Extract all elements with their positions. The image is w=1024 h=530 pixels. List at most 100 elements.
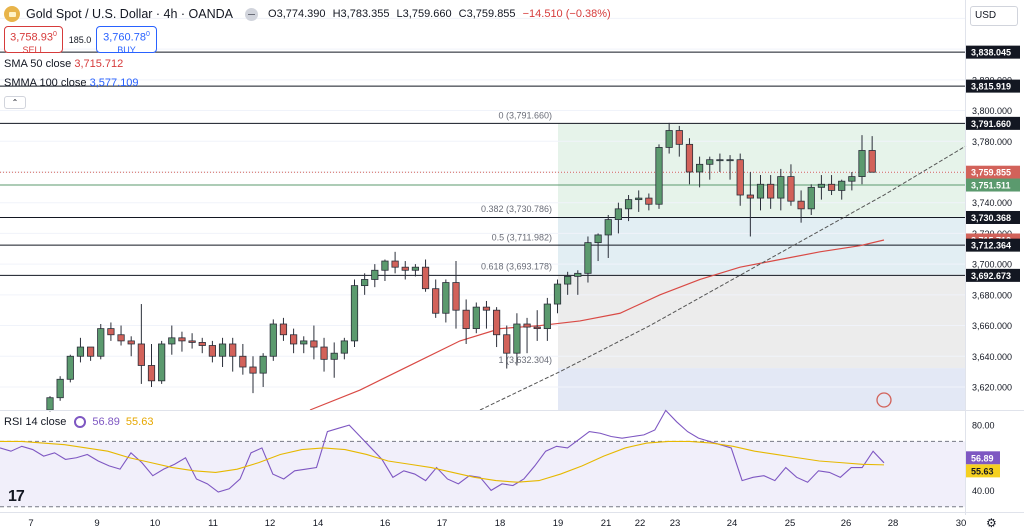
sell-price-sup: 0	[52, 31, 57, 38]
rsi-value-label: 56.89	[971, 453, 994, 463]
price-label: 3,730.368	[971, 213, 1011, 223]
price-label: 3,815.919	[971, 82, 1011, 92]
y-tick-label: 3,620.000	[972, 382, 1012, 392]
price-label: 3,838.045	[971, 48, 1011, 58]
candle-body	[147, 365, 156, 382]
candle-body	[523, 323, 531, 328]
candle-body	[614, 208, 623, 220]
tradingview-logo: 17	[8, 488, 25, 505]
price-label-bg	[966, 268, 1020, 282]
sma50-legend[interactable]: SMA 50 close 3,715.712	[4, 58, 123, 70]
settings-gear-icon[interactable]: ⚙	[986, 516, 997, 530]
sma50-line	[309, 239, 885, 411]
candle-body	[158, 343, 166, 382]
candle-body	[401, 266, 409, 271]
candle-body	[452, 282, 460, 311]
candle-body	[624, 199, 633, 210]
y-tick-label: 3,800.000	[972, 106, 1012, 116]
x-tick-label: 14	[313, 518, 324, 529]
candle-body	[218, 343, 227, 357]
candle-body	[350, 285, 359, 342]
candle-body	[87, 346, 95, 357]
rsi-label: RSI 14 close	[4, 416, 67, 428]
candle-body	[564, 276, 572, 285]
x-tick-label: 17	[437, 518, 448, 529]
spread-value: 185.0	[68, 35, 92, 45]
fib-level-label: 0.382 (3,730.786)	[481, 204, 552, 214]
open-value: 3,774.390	[276, 8, 326, 20]
price-label-bg	[966, 238, 1020, 252]
rsi-legend[interactable]: RSI 14 close 56.89 55.63	[4, 416, 153, 428]
rsi-tick-label: 40.00	[972, 486, 995, 496]
buy-price: 3,760.78	[103, 31, 146, 44]
y-tick-label: 3,680.000	[972, 290, 1012, 300]
candle-body	[827, 183, 836, 191]
low-label: L	[396, 8, 403, 20]
x-tick-label: 11	[208, 518, 218, 529]
candle-body	[604, 219, 612, 236]
currency-selector[interactable]: USD	[970, 6, 1018, 26]
x-tick-label: 12	[265, 518, 276, 529]
candle-body	[767, 183, 775, 199]
refresh-icon[interactable]	[74, 416, 87, 428]
x-tick-label: 23	[670, 518, 681, 529]
sell-label: SELL	[22, 44, 45, 55]
x-tick-label: 7	[28, 518, 33, 529]
x-tick-label: 21	[601, 518, 612, 529]
high-label: H	[332, 8, 341, 20]
candle-body	[411, 266, 420, 271]
chart-header: Gold Spot / U.S. Dollar · 4h · OANDA O3,…	[4, 6, 611, 22]
sma50-value: 3,715.712	[74, 58, 124, 70]
price-label: 3,791.660	[971, 119, 1011, 129]
x-tick-label: 19	[553, 518, 564, 529]
candle-body	[432, 288, 440, 314]
candle-body	[736, 159, 744, 196]
candle-body	[289, 334, 298, 345]
buy-button[interactable]: 3,760.780 BUY	[96, 26, 157, 55]
candle-body	[107, 328, 115, 336]
collapse-icon[interactable]	[245, 7, 259, 21]
buy-label: BUY	[117, 44, 136, 55]
sell-button[interactable]: 3,758.930 SELL	[4, 26, 63, 55]
candle-body	[391, 260, 399, 268]
candle-body	[777, 176, 785, 199]
candle-body	[239, 355, 247, 368]
candle-body	[716, 159, 724, 162]
candle-body	[665, 130, 673, 148]
smma100-label: SMMA 100 close	[4, 77, 87, 89]
y-tick-label: 3,700.000	[972, 260, 1012, 270]
candle-body	[685, 143, 694, 173]
candle-body	[675, 130, 683, 145]
candle-body	[361, 279, 369, 287]
price-label: 3,712.364	[971, 241, 1011, 251]
candle-body	[533, 326, 541, 330]
rsi-line	[0, 409, 885, 493]
candle-body	[229, 343, 237, 357]
smma100-legend[interactable]: SMMA 100 close 3,577.109	[4, 77, 139, 89]
price-label-bg	[966, 210, 1020, 224]
candle-body	[543, 303, 551, 330]
open-label: O	[268, 8, 277, 20]
candle-body	[300, 340, 308, 345]
candle-body	[208, 345, 216, 357]
y-tick-label: 3,780.000	[972, 137, 1012, 147]
symbol-title[interactable]: Gold Spot / U.S. Dollar · 4h · OANDA	[26, 7, 234, 21]
candle-body	[279, 323, 288, 336]
trendline	[479, 145, 967, 411]
rsi-value-label-bg	[966, 451, 1000, 465]
candle-body	[574, 272, 582, 277]
candle-body	[807, 186, 815, 210]
candle-body	[127, 340, 135, 345]
buy-price-sup: 0	[145, 31, 150, 38]
candle-body	[503, 334, 511, 354]
collapse-legend-button[interactable]: ⌃	[4, 96, 26, 109]
candle-body	[259, 355, 267, 374]
change-value: −14.510 (−0.38%)	[522, 8, 611, 20]
candle-body	[381, 260, 389, 271]
price-label-bg	[966, 165, 1020, 179]
candle-body	[492, 309, 501, 336]
candle-body	[472, 306, 480, 330]
close-value: 3,759.855	[466, 8, 516, 20]
candle-body	[249, 366, 257, 374]
